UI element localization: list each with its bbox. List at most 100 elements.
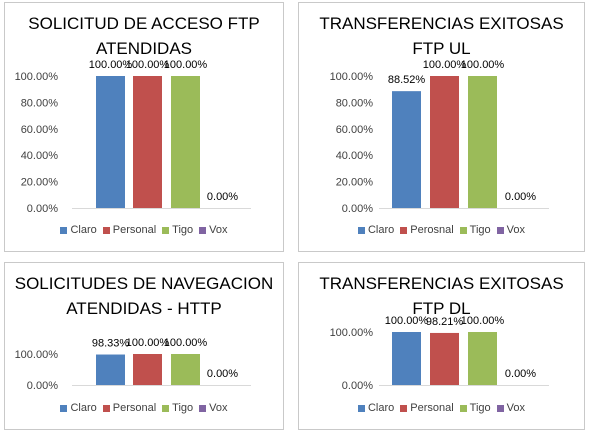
data-label: 100.00%	[385, 315, 429, 327]
y-tick-label: 20.00%	[21, 177, 59, 189]
legend-item: Personal	[102, 224, 157, 237]
legend-swatch	[459, 226, 467, 234]
bar-personal	[430, 332, 459, 385]
y-tick-label: 60.00%	[336, 124, 374, 136]
data-label: 100.00%	[126, 337, 170, 349]
y-tick-label: 100.00%	[330, 71, 374, 83]
y-tick-label: 40.00%	[336, 150, 374, 162]
data-label: 0.00%	[505, 191, 536, 203]
legend-swatch	[357, 226, 365, 234]
legend-swatch	[199, 404, 207, 412]
legend-label: Tigo	[172, 224, 194, 237]
data-label: 100.00%	[126, 59, 170, 71]
bar-tigo	[468, 332, 497, 385]
legend-label: Personal	[112, 402, 157, 415]
legend-swatch	[102, 226, 110, 234]
legend-label: Vox	[506, 402, 526, 415]
bar-personal	[133, 76, 162, 208]
data-label: 0.00%	[505, 368, 536, 380]
legend-swatch	[102, 404, 110, 412]
data-label: 100.00%	[423, 59, 467, 71]
legend-label: Tigo	[469, 224, 491, 237]
legend-item: Vox	[496, 224, 526, 237]
chart-title: TRANSFERENCIAS EXITOSAS FTP DL	[319, 274, 564, 318]
y-tick-label: 80.00%	[336, 97, 374, 109]
chart-panel-ftp-access: SOLICITUD DE ACCESO FTP ATENDIDAS 0.00% 2…	[4, 2, 284, 252]
y-tick-label: 0.00%	[27, 380, 58, 392]
legend-item: Claro	[357, 402, 395, 415]
bar-chart: 0.00% 20.00% 40.00% 60.00% 80.00% 100.00% 88.5…	[330, 59, 549, 215]
legend-label: Vox	[209, 224, 228, 237]
data-label: 0.00%	[207, 191, 238, 203]
data-label: 88.52%	[388, 74, 426, 86]
bar-personal	[133, 354, 162, 385]
legend-item: Vox	[199, 224, 228, 237]
legend-swatch	[496, 226, 504, 234]
legend-item: Tigo	[459, 402, 491, 415]
legend-label: Vox	[506, 224, 526, 237]
y-tick-label: 0.00%	[342, 380, 373, 392]
y-tick-label: 0.00%	[342, 203, 373, 215]
legend-swatch	[400, 226, 408, 234]
legend-item: Claro	[60, 224, 97, 237]
legend-swatch	[60, 404, 68, 412]
bar-tigo	[468, 76, 497, 208]
legend-label: Claro	[367, 402, 395, 415]
legend-item: Tigo	[162, 224, 193, 236]
y-tick-label: 100.00%	[330, 327, 374, 339]
legend-item: Perosnal	[400, 224, 454, 237]
data-label: 100.00%	[461, 315, 505, 327]
bar-claro	[96, 76, 125, 208]
legend-swatch	[400, 404, 408, 412]
legend-label: Claro	[70, 224, 97, 237]
legend-label: Personal	[410, 402, 454, 415]
y-tick-label: 40.00%	[21, 150, 59, 162]
y-tick-label: 80.00%	[21, 97, 59, 109]
legend-item: Tigo	[459, 224, 491, 237]
chart-legend: Claro Personal Tigo Vox	[299, 402, 584, 414]
bar-perosnal	[430, 76, 459, 208]
chart-legend: Claro Personal Tigo Vox	[5, 224, 283, 236]
legend-label: Personal	[112, 224, 157, 237]
legend-swatch	[496, 404, 504, 412]
legend-swatch	[459, 404, 467, 412]
data-label: 100.00%	[164, 59, 208, 71]
legend-item: Claro	[357, 224, 395, 237]
bar-claro	[392, 332, 421, 385]
chart-legend: Claro Perosnal Tigo Vox	[299, 224, 584, 236]
legend-item: Vox	[199, 402, 228, 415]
legend-swatch	[162, 226, 170, 234]
chart-title: SOLICITUDES DE NAVEGACION ATENDIDAS - HT…	[14, 274, 274, 318]
data-label: 100.00%	[164, 337, 208, 349]
legend-label: Tigo	[172, 402, 194, 415]
legend-item: Personal	[102, 402, 157, 415]
chart-legend: Claro Personal Tigo Vox	[5, 402, 283, 414]
y-tick-label: 0.00%	[27, 203, 58, 215]
bar-chart: 0.00%20.00%40.00%60.00%80.00%100.00%100.…	[15, 59, 251, 215]
data-label: 100.00%	[461, 59, 505, 71]
chart-panel-ftp-dl: TRANSFERENCIAS EXITOSAS FTP DL 0.00% 100.…	[298, 262, 585, 430]
chart-title: SOLICITUD DE ACCESO FTP ATENDIDAS	[28, 14, 260, 58]
bar-tigo	[171, 76, 200, 208]
y-tick-label: 20.00%	[336, 177, 374, 189]
y-tick-label: 100.00%	[15, 71, 59, 83]
legend-item: Claro	[60, 402, 97, 415]
legend-label: Vox	[209, 402, 228, 415]
data-label: 0.00%	[207, 368, 238, 380]
bar-claro	[96, 354, 125, 385]
legend-label: Tigo	[469, 402, 491, 415]
chart-title: TRANSFERENCIAS EXITOSAS FTP UL	[319, 14, 564, 58]
legend-label: Claro	[367, 224, 395, 237]
bar-claro	[392, 91, 421, 208]
legend-swatch	[357, 404, 365, 412]
bar-chart: 0.00%100.00%98.33%100.00%100.00%0.00%	[15, 337, 251, 392]
bar-tigo	[171, 354, 200, 385]
legend-swatch	[199, 226, 207, 234]
legend-swatch	[162, 404, 170, 412]
bar-chart: 0.00%100.00%100.00%98.21%100.00%0.00%	[330, 315, 549, 392]
legend-item: Personal	[400, 402, 454, 415]
legend-label: Perosnal	[410, 224, 454, 237]
legend-item: Vox	[496, 402, 526, 415]
legend-label: Claro	[70, 402, 97, 415]
data-label: 98.33%	[92, 338, 130, 350]
